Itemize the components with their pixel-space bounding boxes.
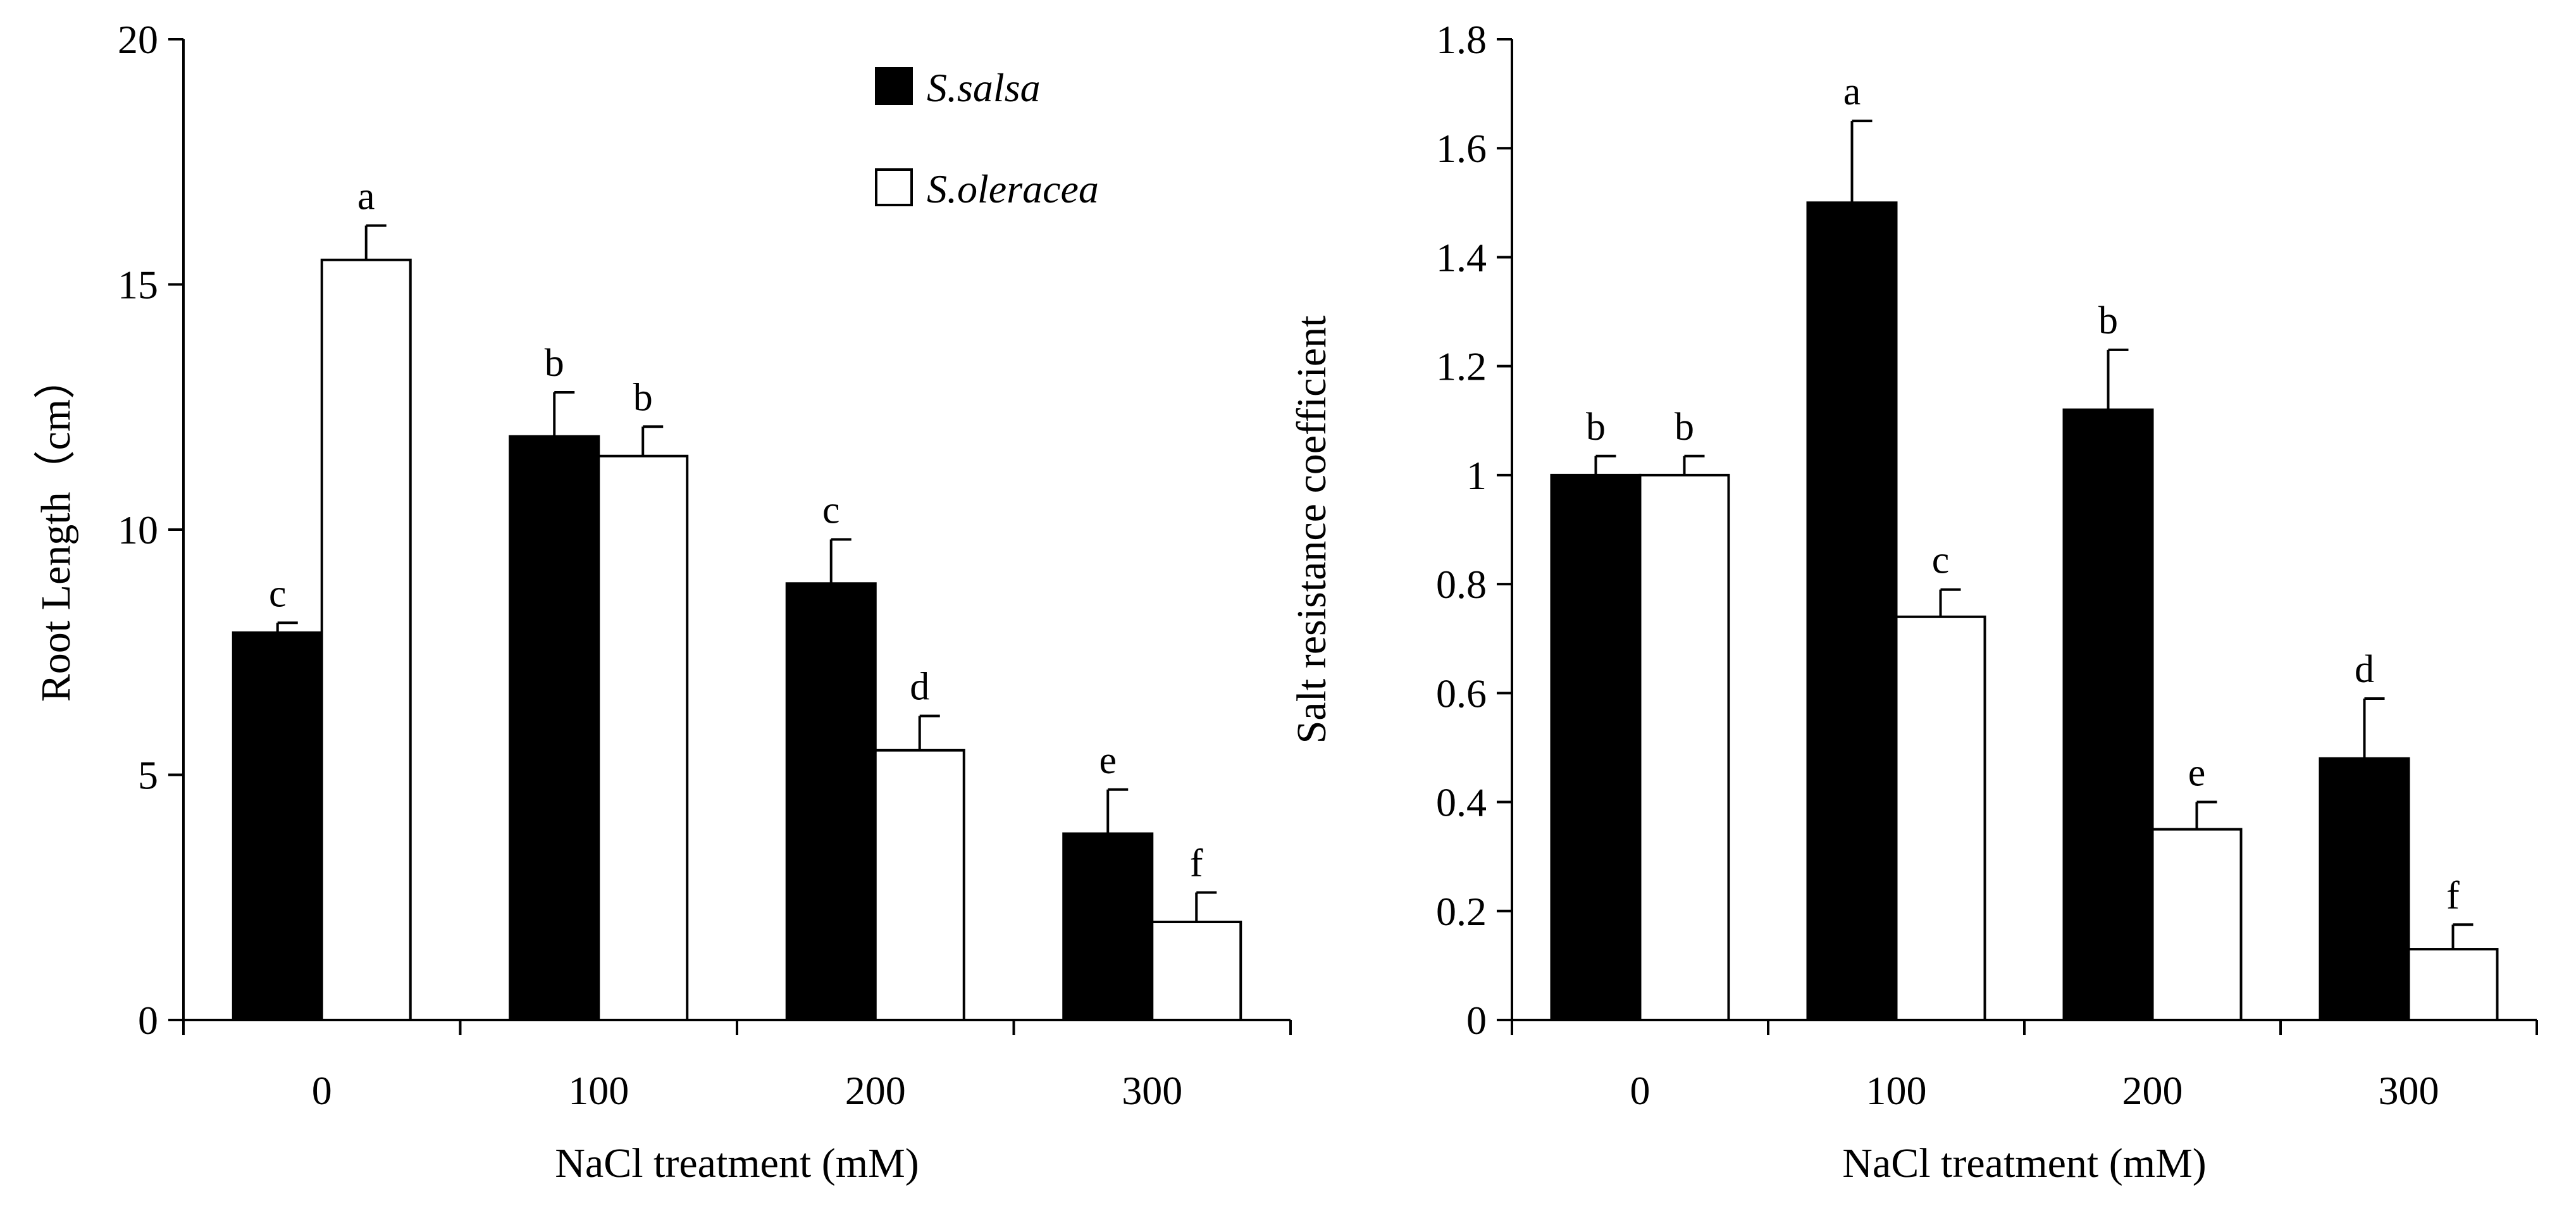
s-salsa-bar xyxy=(1062,832,1154,1021)
y-tick-label: 0.2 xyxy=(1436,889,1487,934)
y-tick-label: 0.4 xyxy=(1436,780,1487,825)
significance-label: f xyxy=(1190,842,1203,885)
s-oleracea-bar xyxy=(1151,921,1242,1021)
significance-label: f xyxy=(2446,874,2460,917)
y-tick-label: 1.2 xyxy=(1436,344,1487,389)
salt-resistance-chart: 0 0.2 0.4 0.6 0.8 1 1.2 1.4 1.6 1.8 0 100 200 300 b a b d… xyxy=(1289,17,2538,1186)
y-tick-label: 1 xyxy=(1466,453,1487,498)
s-oleracea-bar xyxy=(2407,948,2499,1021)
s-salsa-bar xyxy=(785,582,877,1021)
significance-label: e xyxy=(2188,752,2206,795)
y-tick-label: 15 xyxy=(118,263,158,308)
significance-label: d xyxy=(2355,648,2374,691)
significance-label: c xyxy=(269,572,287,615)
s-salsa-bar xyxy=(2319,757,2410,1021)
s-salsa-bar xyxy=(509,435,600,1021)
y-tick-label: 1.8 xyxy=(1436,17,1487,62)
y-tick-label: 0 xyxy=(138,998,158,1043)
significance-label: c xyxy=(1932,539,1950,582)
x-tick-label: 200 xyxy=(2122,1068,2183,1113)
y-tick-label: 0 xyxy=(1466,998,1487,1043)
significance-label: b xyxy=(1586,406,1606,449)
significance-label: e xyxy=(1099,739,1117,782)
legend-label: S.oleracea xyxy=(927,166,1099,211)
significance-label: b xyxy=(633,376,653,419)
significance-label: b xyxy=(545,342,564,385)
s-salsa-bar xyxy=(1806,201,1898,1021)
significance-label: a xyxy=(357,175,375,218)
x-axis-title: NaCl treatment (mM) xyxy=(555,1140,919,1186)
y-tick-label: 20 xyxy=(118,17,158,62)
x-tick-label: 100 xyxy=(568,1068,629,1113)
s-oleracea-bar xyxy=(597,454,689,1021)
x-tick-label: 200 xyxy=(845,1068,906,1113)
x-tick-label: 0 xyxy=(1630,1068,1650,1113)
s-oleracea-bar xyxy=(874,749,965,1021)
y-tick-label: 0.6 xyxy=(1436,671,1487,716)
y-axis-title: Salt resistance coefficient xyxy=(1289,316,1335,744)
y-axis-title: Root Length（cm） xyxy=(33,358,79,702)
s-salsa-bar xyxy=(2062,408,2154,1021)
y-tick-label: 0.8 xyxy=(1436,562,1487,607)
s-oleracea-bar xyxy=(2151,828,2243,1021)
significance-label: c xyxy=(822,489,840,532)
s-oleracea-bar xyxy=(1638,473,1730,1021)
s-salsa-legend-swatch xyxy=(875,67,913,105)
x-tick-label: 300 xyxy=(1122,1068,1182,1113)
s-salsa-bar xyxy=(232,631,323,1021)
s-oleracea-legend-swatch xyxy=(875,168,913,206)
significance-label: d xyxy=(910,666,929,709)
significance-label: b xyxy=(1675,406,1694,449)
s-salsa-bar xyxy=(1550,473,1642,1021)
y-tick-label: 1.4 xyxy=(1436,235,1487,280)
significance-label: b xyxy=(2098,299,2118,342)
significance-label: a xyxy=(1843,70,1861,113)
x-tick-label: 300 xyxy=(2379,1068,2439,1113)
y-tick-label: 5 xyxy=(138,753,158,798)
legend-label: S.salsa xyxy=(927,65,1041,110)
x-tick-label: 0 xyxy=(312,1068,332,1113)
s-oleracea-bar xyxy=(1895,615,1986,1021)
x-axis-title: NaCl treatment (mM) xyxy=(1842,1140,2207,1186)
x-tick-label: 100 xyxy=(1866,1068,1927,1113)
s-oleracea-bar xyxy=(320,258,412,1021)
y-tick-label: 10 xyxy=(118,507,158,552)
y-tick-label: 1.6 xyxy=(1436,126,1487,171)
